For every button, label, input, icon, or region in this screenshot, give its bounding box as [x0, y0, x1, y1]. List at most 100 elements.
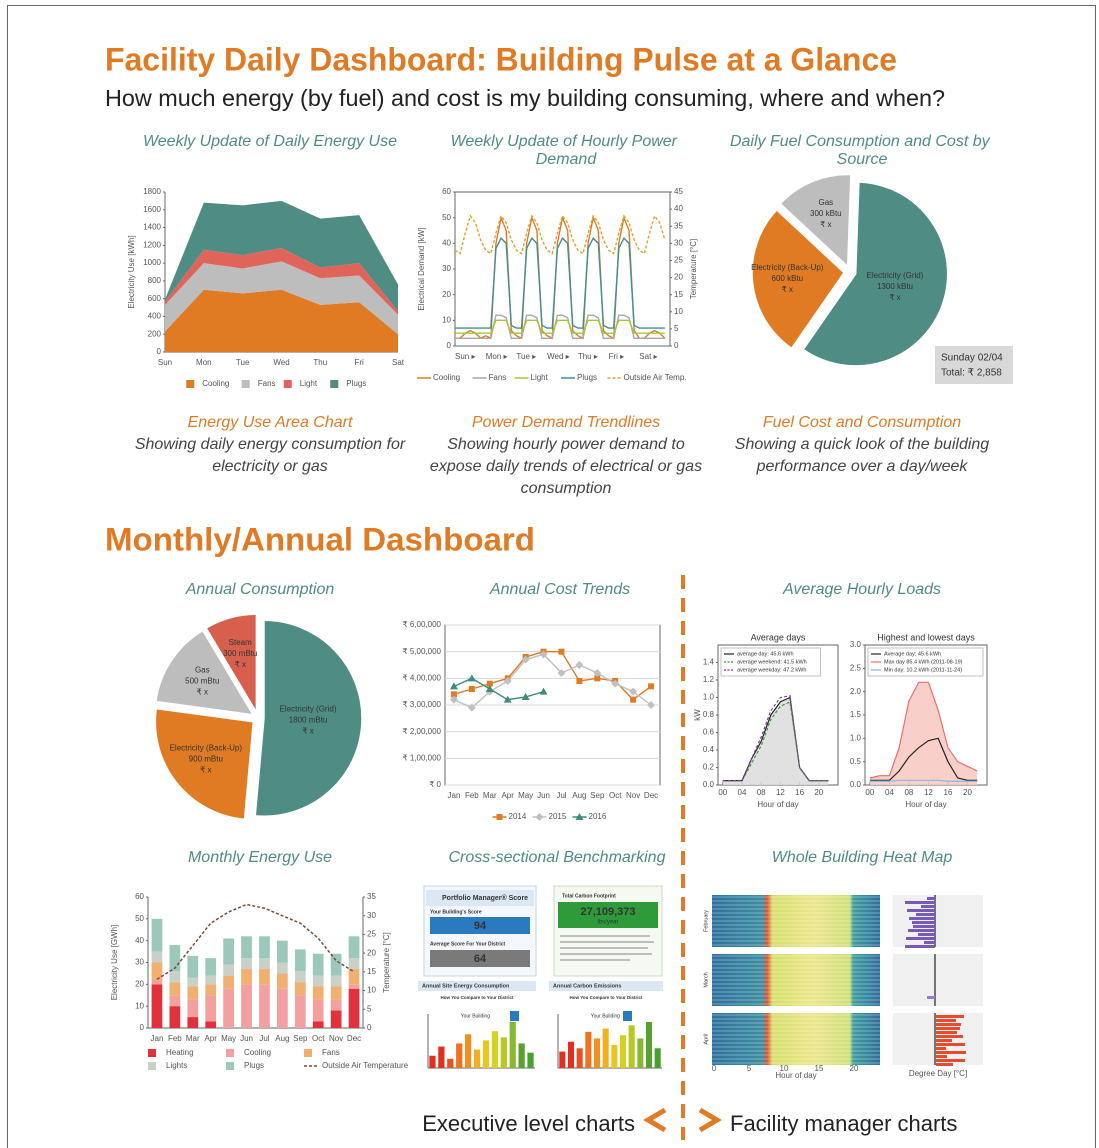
bar: [645, 1022, 653, 1068]
x-tick-label: Thu ▸: [578, 352, 598, 361]
x-tick-label: 0: [712, 1064, 717, 1073]
y-tick-label: 40: [442, 238, 451, 247]
y-tick-label: 15: [367, 967, 376, 976]
text-line: Demand: [536, 151, 598, 168]
legend-label: Heating: [166, 1048, 194, 1057]
x-tick-label: Sun ▸: [455, 352, 475, 361]
legend-label: Max day 85.4 kWh (2011-08-19): [884, 659, 963, 665]
y-tick-label: 50: [442, 213, 451, 222]
bar-segment: [151, 918, 163, 952]
x-tick-label: Jul: [556, 791, 566, 800]
bar: [465, 1034, 472, 1068]
marker: [467, 674, 476, 682]
x-tick-label: 12: [924, 788, 933, 797]
y-tick-label: 15: [674, 290, 683, 299]
avg-bar: [430, 950, 530, 967]
hist-bar: [936, 1039, 952, 1042]
x-axis-label: Degree Day [°C]: [909, 1069, 967, 1078]
y-tick-label: 400: [148, 312, 162, 321]
y-tick-label: 45: [674, 187, 683, 196]
area-fill: [869, 682, 978, 785]
bar: [619, 1035, 627, 1068]
x-tick-label: 04: [738, 788, 747, 797]
chart-title: Weekly Update of Hourly Power Demand: [451, 133, 682, 168]
panel-title: Whole Building Heat Map: [772, 849, 953, 866]
y-tick-label: 1.2: [703, 675, 715, 684]
legend-label: Lights: [166, 1061, 187, 1070]
y-tick-label: 0: [447, 341, 452, 350]
x-tick-label: Apr: [204, 1034, 217, 1043]
carbon-emissions-title: Annual Carbon Emissions: [553, 983, 621, 989]
y-tick-label: 25: [674, 256, 683, 265]
bar: [500, 1037, 507, 1068]
hist-bar: [916, 913, 935, 916]
x-tick-label: 16: [795, 788, 804, 797]
x-tick-label: 20: [963, 788, 972, 797]
line: [156, 903, 355, 980]
x-axis-label: Hour of day: [757, 800, 798, 809]
x-tick-label: 20: [850, 1064, 859, 1073]
y-axis-label: Electrical Demand [kW]: [417, 227, 426, 310]
bar: [567, 1041, 575, 1068]
hist-bar: [913, 925, 935, 928]
hist-bar: [905, 945, 935, 948]
heat-row-label: February: [703, 910, 709, 932]
caption-title: Energy Use Area Chart: [188, 414, 353, 431]
y-tick-label: 0.0: [703, 780, 715, 789]
y2-axis-label: Temperature [°C]: [689, 239, 698, 300]
marker: [486, 680, 493, 687]
x-tick-label: May: [518, 791, 533, 800]
y-tick-label: 5: [367, 1004, 372, 1013]
line: [455, 319, 665, 334]
line: [454, 214, 666, 255]
marker: [576, 678, 583, 684]
title: Facility Daily Dashboard: Building Pulse…: [105, 41, 897, 77]
y-tick-label: ₹ 6,00,000: [403, 620, 442, 629]
marker: [496, 814, 503, 820]
area: [165, 200, 398, 312]
legend-label: Min day: 10.2 kWh (2011-11-24): [884, 667, 962, 673]
bar-segment: [294, 949, 306, 972]
x-tick-label: Jan: [151, 1034, 164, 1043]
slice-value: 300 kBtu: [810, 209, 842, 218]
x-tick-label: Fri: [355, 358, 365, 367]
marker: [449, 695, 458, 704]
y-axis-label: Electricity Use [GWh]: [110, 925, 119, 1001]
bar: [576, 1048, 583, 1068]
chart-title: Average days: [751, 632, 806, 642]
x-tick-label: 16: [944, 788, 953, 797]
hist-bar: [936, 1059, 965, 1062]
slice-cost: ₹ x: [820, 220, 831, 229]
y-tick-label: 1200: [143, 240, 161, 249]
bar-segment: [277, 962, 288, 974]
hist-bar: [927, 897, 935, 900]
x-tick-label: Aug: [572, 791, 586, 800]
marker: [535, 813, 544, 821]
x-tick-label: Oct: [312, 1034, 325, 1043]
slice-label: Gas: [818, 198, 833, 207]
marker: [575, 661, 584, 669]
area: [165, 289, 398, 352]
x-tick-label: Mar: [186, 1034, 200, 1043]
pie-slice: [154, 707, 255, 821]
pie-slice: [254, 619, 363, 818]
y-tick-label: 0: [674, 341, 679, 350]
line: [722, 695, 829, 782]
legend-label: Light: [531, 373, 549, 382]
y-tick-label: 35: [674, 221, 683, 230]
bar-segment: [223, 938, 234, 965]
slice-cost: ₹ x: [302, 726, 313, 735]
slice-label: Electricity (Grid): [867, 271, 924, 280]
y-tick-label: 0.8: [703, 710, 715, 719]
x-tick-label: Sat: [392, 358, 405, 367]
y-tick-label: 200: [148, 329, 162, 338]
y-tick-label: 60: [442, 187, 451, 196]
heat-row-label: April: [703, 1033, 709, 1044]
bar: [518, 1043, 525, 1068]
slice-cost: ₹ x: [197, 687, 208, 696]
legend-swatch: [283, 380, 292, 388]
x-tick-label: Dec: [347, 1034, 361, 1043]
x-tick-label: Oct: [609, 791, 622, 800]
